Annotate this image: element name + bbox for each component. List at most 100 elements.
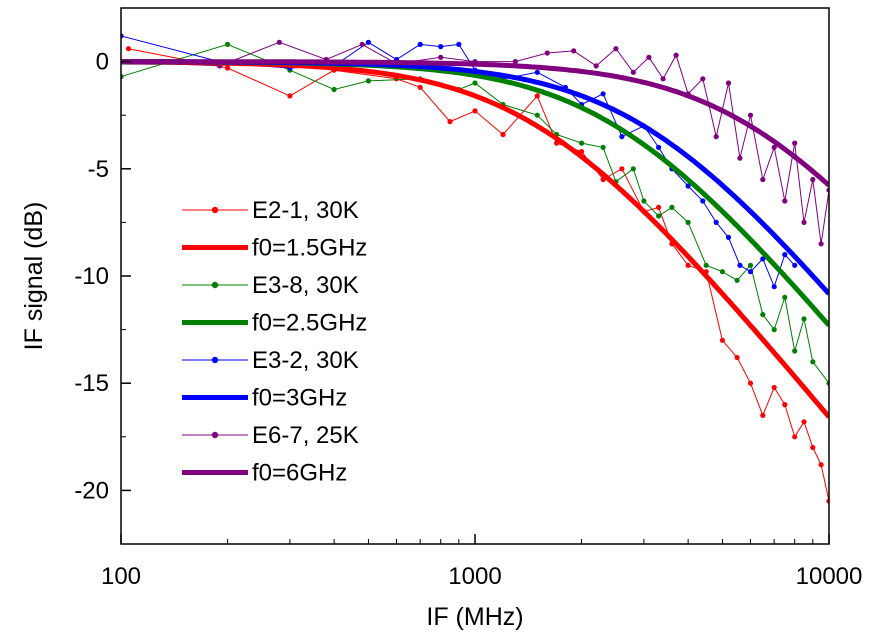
legend-item: f0=6GHz <box>182 460 347 487</box>
data-point <box>719 269 726 275</box>
data-point <box>365 39 371 45</box>
data-point <box>630 166 636 172</box>
data-point <box>792 262 798 268</box>
legend-label: f0=3GHz <box>252 385 347 412</box>
legend-item: E6-7, 25K <box>182 422 359 449</box>
data-point <box>641 198 647 204</box>
legend-item: f0=2.5GHz <box>182 310 367 337</box>
legend-label: E2-1, 30K <box>252 197 359 224</box>
data-point <box>417 84 423 90</box>
data-point <box>792 434 798 440</box>
data-point <box>771 327 777 333</box>
y-tick-label: -5 <box>88 156 109 183</box>
data-point <box>365 78 371 84</box>
data-point <box>703 262 709 268</box>
data-point <box>600 91 606 97</box>
data-point <box>792 348 798 354</box>
data-point <box>125 46 132 52</box>
plot-series-group <box>121 33 829 504</box>
data-point <box>600 144 606 150</box>
data-point <box>713 134 719 140</box>
data-point <box>700 198 706 204</box>
data-point <box>225 41 231 48</box>
data-point <box>719 337 726 343</box>
data-point <box>810 176 816 183</box>
data-point <box>276 39 282 45</box>
legend-label: E6-7, 25K <box>252 422 359 449</box>
fit-curve-7 <box>121 59 829 188</box>
data-point <box>512 59 518 65</box>
data-point <box>747 269 754 275</box>
legend-swatch-marker <box>211 206 219 214</box>
y-tick-label: -10 <box>74 263 109 290</box>
data-point <box>579 140 585 146</box>
data-point <box>571 48 577 54</box>
data-point <box>417 41 423 48</box>
y-tick-label: -20 <box>74 477 109 504</box>
data-point <box>660 76 666 82</box>
legend-swatch-marker <box>211 356 219 364</box>
data-point <box>331 86 337 93</box>
legend-swatch-marker <box>211 281 219 289</box>
data-point <box>737 262 743 268</box>
legend-label: E3-8, 30K <box>252 272 359 299</box>
y-tick-label: 0 <box>96 49 109 76</box>
legend-swatch-marker <box>211 431 219 439</box>
data-point <box>818 241 824 247</box>
data-point <box>747 112 754 118</box>
data-point <box>656 213 662 219</box>
x-tick-label: 1000 <box>448 563 501 590</box>
data-point <box>810 359 816 365</box>
data-point <box>810 444 816 451</box>
data-point <box>747 262 754 268</box>
legend-label: E3-2, 30K <box>252 347 359 374</box>
data-point <box>456 41 462 48</box>
data-point <box>801 419 807 425</box>
data-point <box>771 384 777 391</box>
data-point <box>472 108 478 114</box>
data-point <box>534 112 540 118</box>
data-point <box>700 76 706 82</box>
legend-item: f0=3GHz <box>182 385 347 412</box>
legend-item: E3-8, 30K <box>182 272 359 299</box>
data-point <box>287 93 293 99</box>
data-point <box>472 80 478 86</box>
data-point <box>447 119 453 125</box>
data-point <box>544 50 550 56</box>
data-point <box>500 131 506 138</box>
data-point <box>792 140 798 146</box>
data-point <box>747 380 754 386</box>
legend-label: f0=1.5GHz <box>252 235 367 262</box>
data-point <box>760 176 766 183</box>
x-tick-label: 100 <box>101 563 141 590</box>
data-point <box>656 144 662 150</box>
data-point <box>673 52 679 58</box>
data-point <box>771 144 777 150</box>
data-point <box>782 252 788 258</box>
legend-item: E3-2, 30K <box>182 347 359 374</box>
x-axis-label: IF (MHz) <box>426 603 523 631</box>
legend-label: f0=2.5GHz <box>252 310 367 337</box>
data-point <box>359 41 365 48</box>
data-point <box>619 166 625 172</box>
fit-curve-1 <box>121 59 829 419</box>
data-point <box>725 80 732 86</box>
data-point <box>760 312 766 318</box>
legend-item: E2-1, 30K <box>182 197 359 224</box>
data-point <box>818 462 824 468</box>
x-axis-ticks: 100 1000 10000 <box>101 534 862 590</box>
data-point <box>760 412 766 418</box>
y-axis-ticks: 0 -5 -10 -15 -20 <box>74 7 131 545</box>
legend: E2-1, 30K f0=1.5GHz E3-8, 30K f0=2.5GHz E3-2… <box>182 197 367 487</box>
data-point <box>438 44 444 50</box>
x-tick-label: 10000 <box>796 563 863 590</box>
legend-item: f0=1.5GHz <box>182 235 367 262</box>
data-point <box>725 234 732 240</box>
data-point <box>685 183 691 189</box>
data-point <box>737 155 743 161</box>
data-point <box>613 46 619 52</box>
y-tick-label: -15 <box>74 370 109 397</box>
data-point <box>534 69 540 75</box>
series-line-0 <box>128 48 829 502</box>
data-point <box>646 54 652 60</box>
